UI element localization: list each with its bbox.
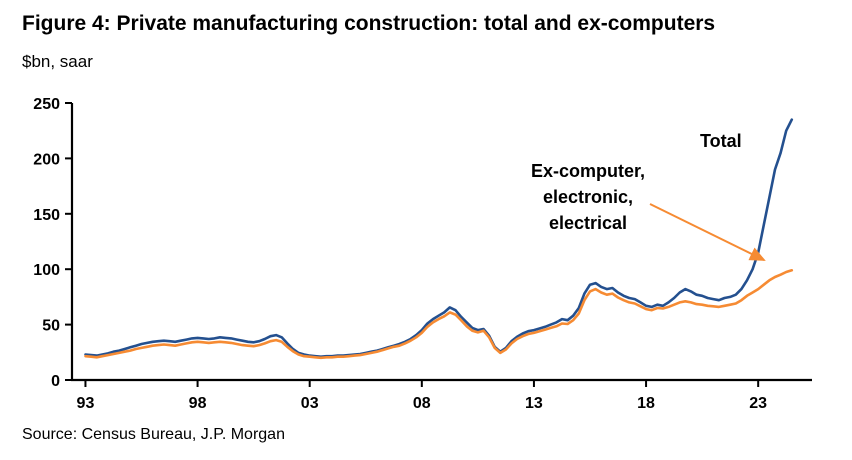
- x-tick-label: 98: [189, 395, 207, 412]
- ex-label-line2: electronic,: [542, 187, 634, 207]
- y-tick-label: 200: [33, 151, 60, 168]
- series-label-total: Total: [700, 131, 742, 151]
- series-line-total: [84, 118, 794, 359]
- chart-series: [84, 118, 794, 360]
- chart-axes: 0 50 100 150 200 250 93 98 03 08 13 18 23: [33, 96, 812, 412]
- x-tick-label: 18: [637, 395, 655, 412]
- series-label-ex-computer: Ex-computer, electronic, electrical: [498, 158, 678, 236]
- y-tick-label: 100: [33, 262, 60, 279]
- x-tick-label: 03: [301, 395, 319, 412]
- y-axis-unit-label: $bn, saar: [22, 52, 93, 71]
- x-tick-label: 23: [749, 395, 767, 412]
- y-tick-label: 150: [33, 207, 60, 224]
- x-tick-label: 13: [525, 395, 543, 412]
- ex-label-line1: Ex-computer,: [530, 161, 646, 181]
- source-note: Source: Census Bureau, J.P. Morgan: [22, 426, 285, 443]
- x-tick-label: 93: [77, 395, 95, 412]
- y-tick-label: 50: [42, 318, 60, 335]
- y-tick-label: 0: [51, 373, 60, 390]
- figure-title: Figure 4: Private manufacturing construc…: [22, 12, 716, 35]
- ex-label-line3: electrical: [548, 213, 628, 233]
- x-tick-label: 08: [413, 395, 431, 412]
- y-tick-label: 250: [33, 96, 60, 113]
- ex-computer-arrow: [649, 203, 766, 261]
- series-line-ex-computer: [84, 268, 794, 360]
